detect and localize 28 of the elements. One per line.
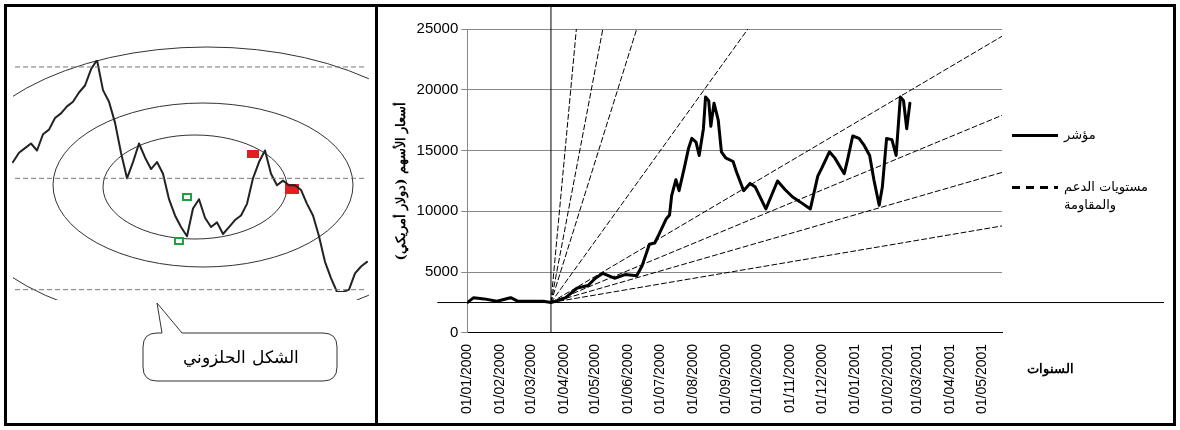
x-tick-label: 01/04/2000 [554, 343, 571, 415]
y-tick-label: 15000 [416, 140, 459, 158]
y-tick-label: 25000 [416, 19, 459, 37]
y-tick-label: 20000 [416, 79, 459, 97]
x-tick-label: 01/02/2000 [490, 343, 507, 415]
y-axis-title: أسعار الأسهم (دولار أمريكي) [392, 101, 410, 261]
y-tick-label: 5000 [424, 262, 459, 280]
x-tick-label: 01/01/2000 [458, 343, 475, 415]
x-tick-label: 01/09/2000 [716, 343, 733, 415]
y-tick-label: 10000 [416, 201, 459, 219]
x-tick-label: 01/03/2001 [908, 343, 925, 415]
x-tick-label: 01/11/2000 [781, 343, 798, 413]
x-axis-title: السنوات [1026, 360, 1074, 377]
x-tick-label: 01/06/2000 [619, 343, 636, 415]
x-tick-label: 01/03/2000 [521, 343, 538, 415]
legend-label: مؤشر [1063, 126, 1096, 143]
x-tick-label: 01/08/2000 [683, 343, 700, 415]
text: الشكل الحلزوني [182, 346, 300, 370]
x-tick-label: 01/02/2001 [878, 343, 895, 415]
x-tick-label: 01/05/2000 [586, 343, 603, 415]
x-tick-label: 01/10/2000 [748, 343, 765, 415]
x-tick-label: 01/04/2001 [940, 343, 957, 415]
x-tick-label: 01/01/2001 [845, 343, 862, 415]
x-tick-label: 01/05/2001 [972, 343, 989, 415]
x-tick-label: 01/12/2000 [812, 343, 829, 415]
legend-label: مستويات الدعم والمقاومة [1064, 178, 1148, 213]
x-tick-label: 01/07/2000 [650, 343, 667, 415]
y-tick-label: 0 [449, 323, 459, 341]
